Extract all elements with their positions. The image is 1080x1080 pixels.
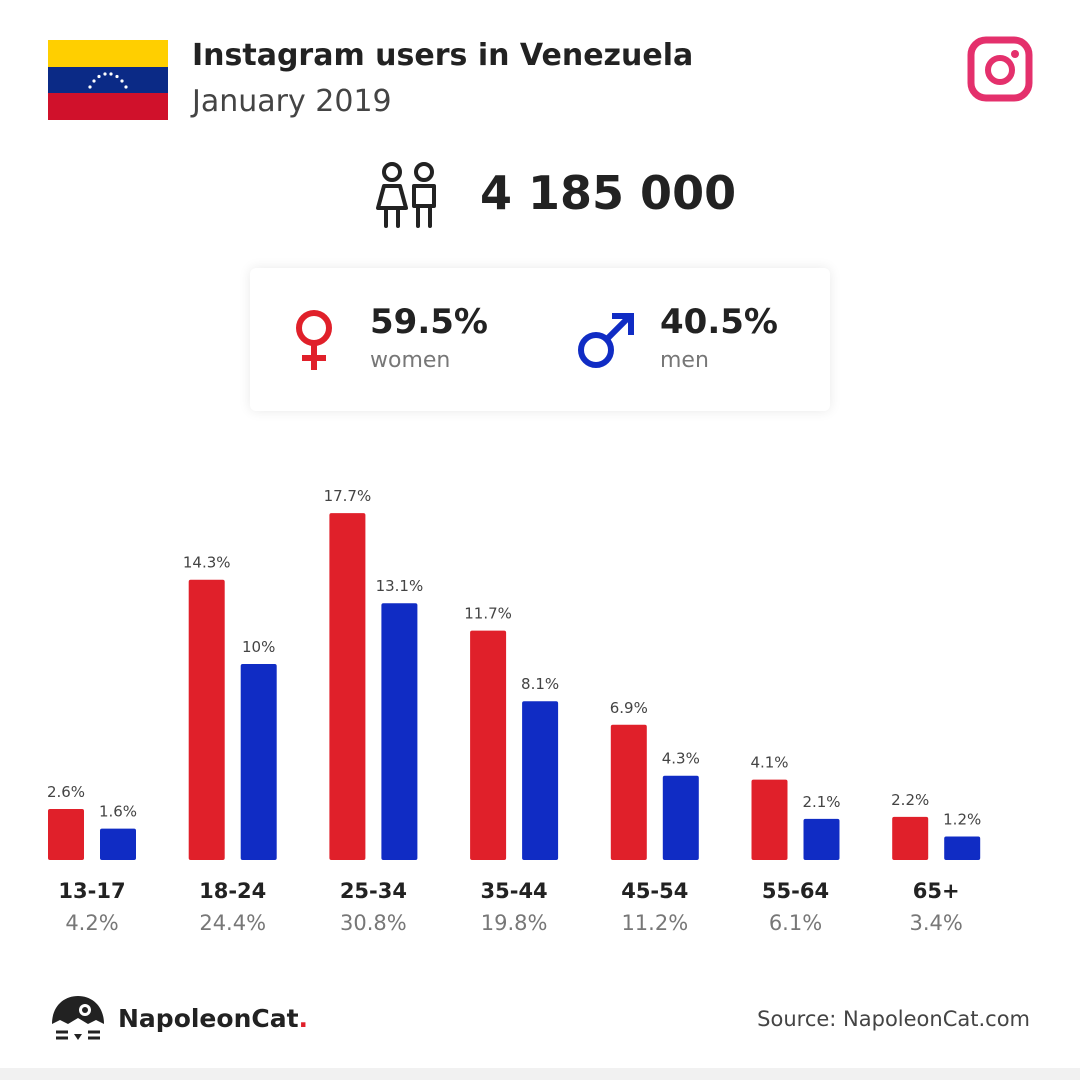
women-bar [470, 630, 507, 860]
women-bar [48, 809, 84, 860]
men-bar [944, 836, 981, 860]
brand-name: NapoleonCat. [118, 1004, 308, 1033]
age-group-total: 19.8% [481, 911, 548, 935]
page-subtitle: January 2019 [192, 84, 392, 119]
age-group-label: 45-54 [621, 879, 688, 903]
brand-dot: . [298, 1004, 309, 1033]
women-value-label: 14.3% [183, 554, 231, 572]
instagram-icon [967, 36, 1033, 102]
women-bar [892, 816, 929, 860]
total-users-value: 4 185 000 [480, 166, 737, 220]
women-bar [329, 513, 366, 860]
source-credit: Source: NapoleonCat.com [757, 1007, 1030, 1031]
men-value-label: 1.6% [99, 803, 137, 821]
female-symbol-icon [296, 310, 332, 370]
men-bar [381, 603, 418, 860]
men-value-label: 2.1% [802, 793, 840, 811]
bottom-strip [0, 1068, 1080, 1080]
age-group-label: 65+ [913, 879, 960, 903]
age-group-label: 18-24 [199, 879, 266, 903]
brand-name-text: NapoleonCat [118, 1004, 299, 1033]
users-icon [376, 162, 436, 228]
women-value-label: 17.7% [324, 487, 372, 505]
women-bar [751, 779, 788, 860]
men-value-label: 10% [242, 638, 275, 656]
women-value-label: 6.9% [610, 699, 648, 717]
men-bar [240, 664, 277, 860]
men-bar [662, 775, 699, 860]
age-group-label: 13-17 [58, 879, 125, 903]
age-gender-bar-chart: 2.6% 1.6% 13-17 4.2% 14.3% 10% 18-24 24.4% 17.7%… [0, 470, 1080, 950]
chart-canvas: 2.6% 1.6% 13-17 4.2% 14.3% 10% 18-24 24.4% 17.7%… [47, 487, 981, 935]
women-bar [188, 579, 225, 860]
age-group-total: 30.8% [340, 911, 407, 935]
male-symbol-icon [578, 313, 634, 368]
age-group-label: 35-44 [481, 879, 548, 903]
women-percent: 59.5% [370, 302, 488, 342]
women-label: women [370, 348, 451, 373]
age-group-label: 55-64 [762, 879, 829, 903]
men-bar [522, 701, 559, 860]
age-group-total: 3.4% [910, 911, 963, 935]
women-value-label: 11.7% [464, 605, 512, 623]
age-group-label: 25-34 [340, 879, 407, 903]
men-value-label: 4.3% [662, 750, 700, 768]
men-value-label: 8.1% [521, 675, 559, 693]
men-bar [803, 818, 840, 860]
men-value-label: 1.2% [943, 810, 981, 828]
women-bar [610, 724, 647, 860]
men-stat: 40.5% men [540, 268, 830, 411]
age-group-total: 11.2% [621, 911, 688, 935]
women-stat: 59.5% women [250, 268, 540, 411]
men-value-label: 13.1% [376, 577, 424, 595]
women-value-label: 2.6% [47, 783, 85, 801]
total-users-row: 4 185 000 [0, 158, 1080, 234]
men-bar [100, 828, 136, 860]
venezuela-flag-icon [48, 40, 168, 120]
age-group-total: 4.2% [65, 911, 118, 935]
age-group-total: 6.1% [769, 911, 822, 935]
page-title: Instagram users in Venezuela [192, 38, 694, 73]
women-value-label: 2.2% [891, 791, 929, 809]
napoleoncat-logo-icon [52, 996, 104, 1040]
age-group-total: 24.4% [199, 911, 266, 935]
men-percent: 40.5% [660, 302, 778, 342]
gender-split-card: 59.5% women 40.5% men [250, 268, 830, 411]
men-label: men [660, 348, 709, 373]
women-value-label: 4.1% [750, 754, 788, 772]
